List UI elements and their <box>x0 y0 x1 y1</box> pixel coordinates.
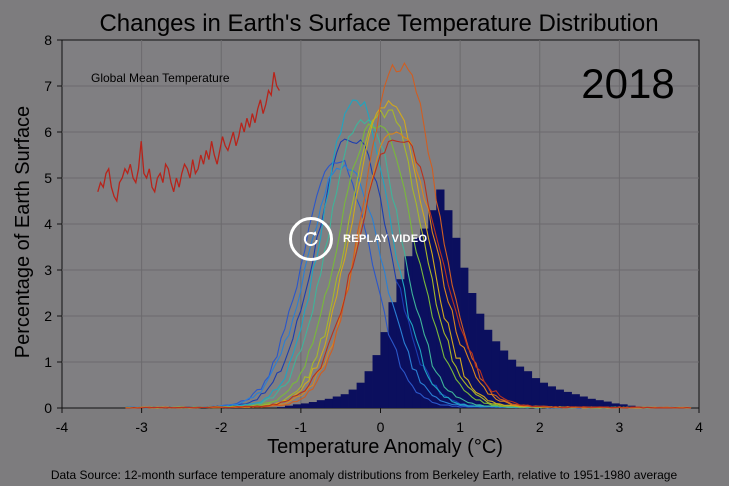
histogram-bar <box>476 313 485 408</box>
y-tick-label: 4 <box>44 216 52 232</box>
histogram-bar <box>324 398 334 408</box>
distribution-line <box>125 139 692 409</box>
histogram-bar <box>531 378 541 408</box>
x-tick-label: 1 <box>456 419 464 435</box>
x-tick-label: 0 <box>377 419 385 435</box>
histogram-bar <box>547 386 556 408</box>
series-lines <box>125 61 692 409</box>
replay-video-label: REPLAY VIDEO <box>343 233 428 245</box>
histogram-bar <box>348 389 357 408</box>
histogram-bar <box>308 402 318 408</box>
histogram-bar <box>412 237 421 408</box>
histogram-bar <box>484 329 493 408</box>
y-tick-label: 1 <box>44 354 52 370</box>
histogram-bar <box>507 359 517 408</box>
histogram-bar <box>452 237 461 408</box>
histogram-bar <box>428 210 437 408</box>
histogram-bar <box>499 350 509 408</box>
histogram-bar <box>491 341 501 408</box>
histogram-bar <box>380 332 389 408</box>
histogram-bar <box>276 407 286 408</box>
y-tick-label: 5 <box>44 170 52 186</box>
histogram-bar <box>515 366 525 408</box>
axis-ticks: -4 -3 -2 -1 0 1 2 3 4 0 1 2 3 4 5 6 7 8 <box>44 32 703 435</box>
histogram-bar <box>603 401 612 408</box>
histogram-bar <box>396 279 405 408</box>
histogram-bar <box>579 396 588 408</box>
global-mean-inset <box>97 72 280 203</box>
x-tick-label: 3 <box>615 419 623 435</box>
y-tick-label: 8 <box>44 32 52 48</box>
x-tick-label: -3 <box>135 419 148 435</box>
x-tick-label: -1 <box>295 419 308 435</box>
y-tick-label: 3 <box>44 262 52 278</box>
year-label: 2018 <box>581 60 674 107</box>
histogram-bar <box>587 398 596 408</box>
y-axis-label: Percentage of Earth Surface <box>12 106 34 358</box>
histogram-bar <box>284 405 294 408</box>
data-source: Data Source: 12-month surface temperatur… <box>51 468 678 482</box>
histogram-bar <box>404 256 413 408</box>
chart-title: Changes in Earth's Surface Temperature D… <box>99 10 658 37</box>
x-tick-label: -4 <box>56 419 69 435</box>
histogram-bar <box>420 228 429 408</box>
inset-line <box>97 72 280 203</box>
histogram-bar <box>364 371 373 408</box>
histogram-bar <box>388 302 397 408</box>
histogram-bar <box>571 394 580 408</box>
x-tick-label: -2 <box>215 419 228 435</box>
replay-video-button[interactable]: REPLAY VIDEO <box>289 217 427 261</box>
y-tick-label: 0 <box>44 400 52 416</box>
histogram-bar <box>563 391 572 408</box>
histogram-bar <box>555 389 564 408</box>
histogram-bar <box>468 293 477 408</box>
histogram-bar <box>372 355 381 408</box>
x-tick-label: 4 <box>695 419 703 435</box>
histogram-bar <box>539 382 549 408</box>
histogram-bar <box>300 403 310 408</box>
histogram-bar <box>340 394 349 408</box>
histogram-bar <box>523 371 533 408</box>
histogram-bar <box>611 403 620 408</box>
histogram-bar <box>292 404 302 408</box>
histogram-bar <box>356 382 365 408</box>
histogram-bar <box>444 210 453 408</box>
histogram-bar <box>316 400 326 408</box>
histogram-bar <box>332 396 341 408</box>
x-tick-label: 2 <box>536 419 544 435</box>
grid <box>62 40 699 408</box>
histogram-bar <box>595 400 604 408</box>
histogram-bar <box>619 404 628 408</box>
y-tick-label: 6 <box>44 124 52 140</box>
replay-icon <box>289 217 333 261</box>
x-axis-label: Temperature Anomaly (°C) <box>267 436 503 458</box>
y-tick-label: 2 <box>44 308 52 324</box>
inset-label: Global Mean Temperature <box>91 71 230 85</box>
y-tick-label: 7 <box>44 78 52 94</box>
